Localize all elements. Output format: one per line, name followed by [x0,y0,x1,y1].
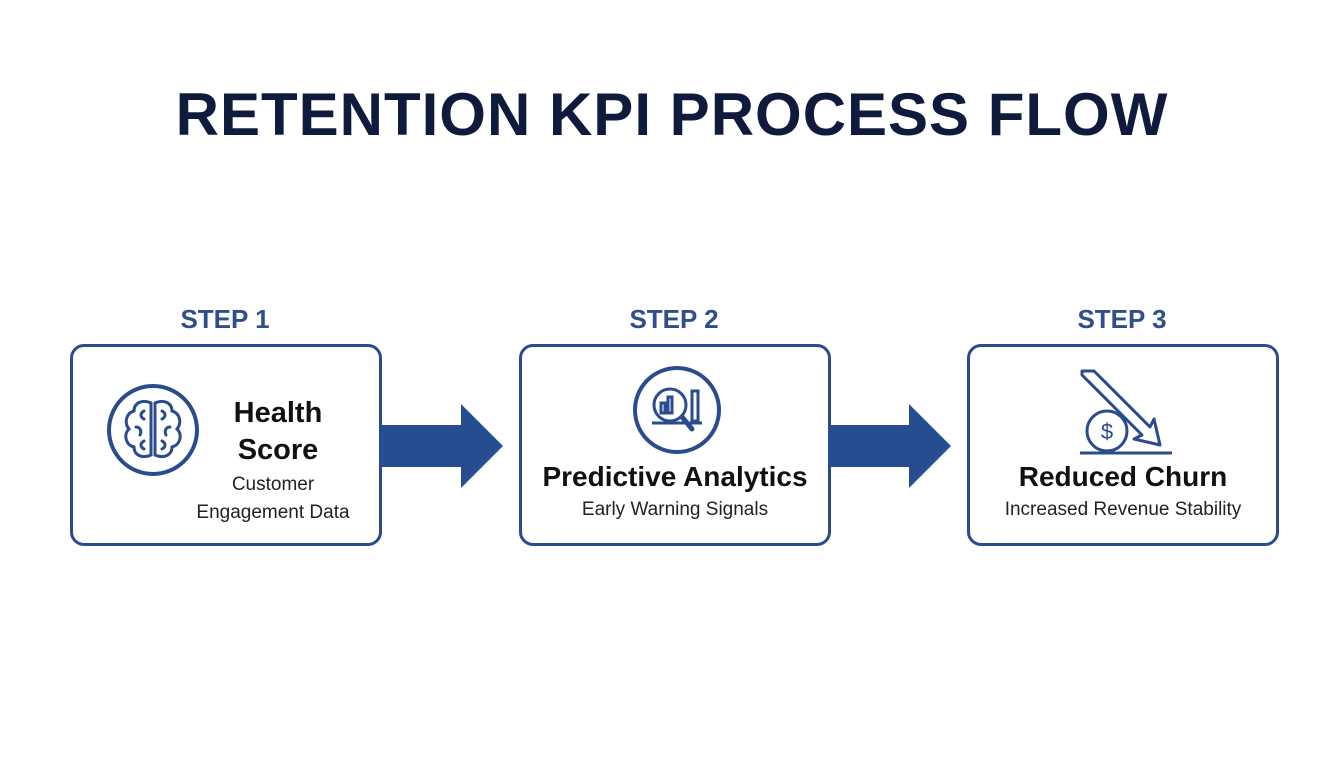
step-1-sub-line1: Customer [231,474,315,495]
step-3-heading: Reduced Churn [1018,461,1228,492]
svg-text:$: $ [1101,419,1113,444]
step-2-heading: Predictive Analytics [542,461,808,492]
step-2-card: Predictive Analytics Early Warning Signa… [519,344,831,546]
step-1-heading-line2: Score [237,434,319,466]
step-1-heading-line1: Health [233,397,323,429]
step-3-card: $ Reduced Churn Increased Revenue Stabil… [967,344,1279,546]
magnifier-chart-icon [633,366,721,454]
step-1-card: Health Score Customer Engagement Data [70,344,382,546]
step-2-label: STEP 2 [629,304,719,334]
brain-icon [107,384,199,476]
step-1-label: STEP 1 [180,304,270,334]
step-1-sub-line2: Engagement Data [196,502,350,523]
page-title: RETENTION KPI PROCESS FLOW [175,81,1169,148]
step-3-label: STEP 3 [1077,304,1167,334]
step-3-sub: Increased Revenue Stability [1004,499,1242,520]
flow-arrow-2 [829,404,951,488]
down-arrow-dollar-icon: $ [1080,369,1172,455]
step-2-sub: Early Warning Signals [581,499,769,520]
flow-arrow-1 [381,404,503,488]
